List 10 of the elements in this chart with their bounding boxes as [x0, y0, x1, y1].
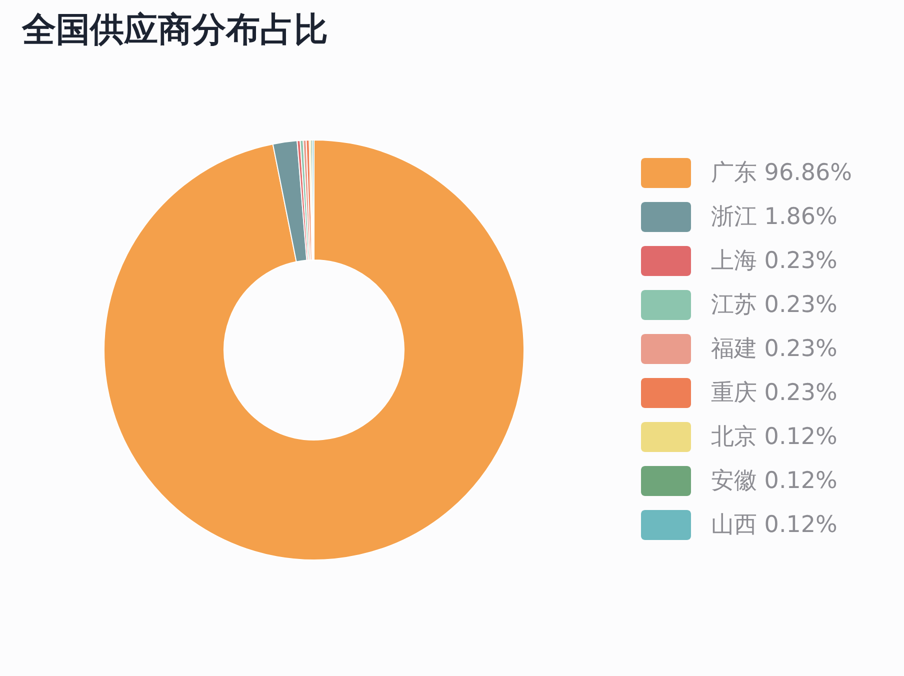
legend-label: 上海 0.23%: [711, 248, 838, 274]
legend-label: 广东 96.86%: [711, 160, 852, 186]
legend-label: 浙江 1.86%: [711, 204, 838, 230]
legend-label: 北京 0.12%: [711, 424, 838, 450]
legend-label: 山西 0.12%: [711, 512, 838, 538]
legend-label: 江苏 0.23%: [711, 292, 838, 318]
chart-title: 全国供应商分布占比: [21, 10, 328, 50]
legend-label: 安徽 0.12%: [711, 468, 838, 494]
legend-label: 重庆 0.23%: [711, 380, 838, 406]
legend-label: 福建 0.23%: [711, 336, 838, 362]
